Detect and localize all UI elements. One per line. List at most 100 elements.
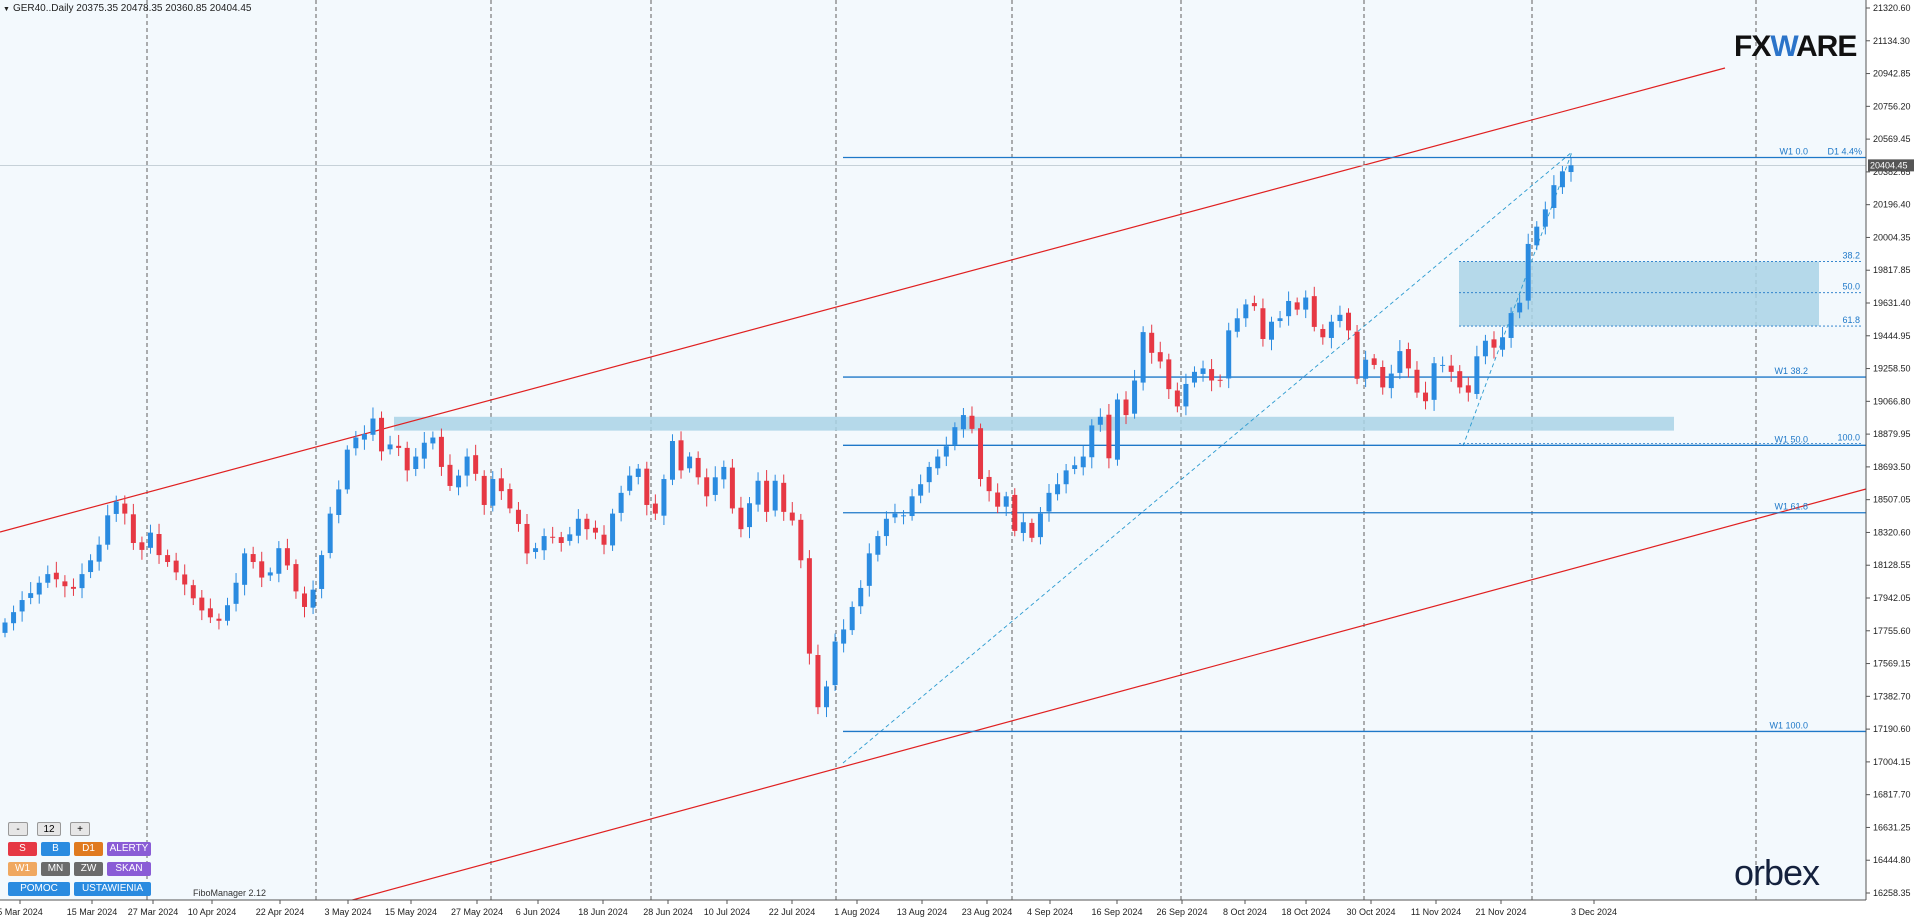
candle-body <box>207 608 213 618</box>
retracement-level-label: 61.8 <box>1842 315 1860 325</box>
candle-body <box>995 492 1001 507</box>
candle-body <box>267 572 273 576</box>
candle-body <box>935 456 941 469</box>
period-value[interactable]: 12 <box>37 822 61 836</box>
candle-body <box>1183 383 1189 407</box>
candle-body <box>319 555 325 589</box>
time-tick-label: 28 Jun 2024 <box>643 907 693 917</box>
collapse-arrow-icon[interactable]: ▼ <box>3 6 10 13</box>
candle-body <box>447 464 453 486</box>
decrease-button[interactable]: - <box>8 822 28 836</box>
price-tick-label: 20196.40 <box>1873 200 1911 210</box>
candle-body <box>36 582 42 595</box>
candle-body <box>832 641 838 686</box>
candle-body <box>404 447 410 471</box>
candle-body <box>113 501 119 514</box>
candle-body <box>1551 185 1557 208</box>
support-zone <box>394 416 1674 431</box>
time-axis-background <box>0 900 1916 922</box>
candle-body <box>1191 371 1197 383</box>
time-tick-label: 18 Oct 2024 <box>1281 907 1330 917</box>
price-tick-label: 19631.40 <box>1873 298 1911 308</box>
price-tick-label: 20942.85 <box>1873 69 1911 79</box>
candle-body <box>1568 165 1574 173</box>
candle-body <box>1080 456 1086 468</box>
candle-body <box>1491 339 1497 348</box>
candle-body <box>1089 425 1095 458</box>
help-button[interactable]: POMOC <box>8 882 70 896</box>
candle-body <box>721 466 727 480</box>
buy-button[interactable]: B <box>41 842 70 856</box>
candle-body <box>1500 337 1506 350</box>
time-tick-label: 13 Aug 2024 <box>897 907 948 917</box>
candle-body <box>866 553 872 586</box>
candle-body <box>550 536 556 538</box>
candle-body <box>105 515 111 545</box>
price-tick-label: 19817.85 <box>1873 265 1911 275</box>
price-tick-label: 17569.15 <box>1873 659 1911 669</box>
candle-body <box>507 489 513 509</box>
candle-body <box>190 585 196 599</box>
timeframe-d1-button[interactable]: D1 <box>74 842 103 856</box>
candle-body <box>147 532 153 548</box>
candle-body <box>336 489 342 515</box>
candle-body <box>1440 364 1446 366</box>
candle-body <box>1328 321 1334 338</box>
candle-body <box>490 479 496 506</box>
candle-body <box>798 519 804 561</box>
candle-body <box>70 586 76 589</box>
candle-body <box>918 484 924 496</box>
time-tick-label: 16 Sep 2024 <box>1091 907 1142 917</box>
candle-body <box>1414 369 1420 393</box>
candle-body <box>678 440 684 471</box>
scan-button[interactable]: SKAN <box>107 862 151 876</box>
candle-body <box>1474 356 1480 394</box>
timeframe-w1-button[interactable]: W1 <box>8 862 37 876</box>
candle-body <box>62 581 68 587</box>
candle-body <box>635 468 641 477</box>
candle-body <box>584 518 590 530</box>
price-tick-label: 20569.45 <box>1873 134 1911 144</box>
price-tick-label: 16258.35 <box>1873 888 1911 898</box>
settings-button[interactable]: USTAWIENIA <box>74 882 151 896</box>
candle-body <box>387 444 393 450</box>
candle-body <box>96 544 102 562</box>
candle-body <box>156 534 162 556</box>
candle-body <box>1277 318 1283 322</box>
candle-body <box>464 456 470 476</box>
candle-body <box>2 622 8 633</box>
time-tick-label: 3 Dec 2024 <box>1571 907 1617 917</box>
time-tick-label: 27 May 2024 <box>451 907 503 917</box>
candle-body <box>421 442 427 459</box>
candle-body <box>1209 369 1215 381</box>
candle-body <box>19 600 25 612</box>
candle-body <box>1465 385 1471 393</box>
candle-body <box>781 482 787 512</box>
timeframe-mn-button[interactable]: MN <box>41 862 70 876</box>
candle-body <box>909 496 915 517</box>
candle-body <box>1243 304 1249 319</box>
price-tick-label: 17004.15 <box>1873 757 1911 767</box>
candle-body <box>438 436 444 467</box>
candle-body <box>849 606 855 631</box>
price-tick-label: 21134.30 <box>1873 36 1910 46</box>
zw-button[interactable]: ZW <box>74 862 103 876</box>
symbol-header: ▼ GER40..Daily 20375.35 20478.35 20360.85… <box>3 3 251 14</box>
alerts-button[interactable]: ALERTY <box>107 842 151 856</box>
price-tick-label: 20756.20 <box>1873 101 1911 111</box>
candle-body <box>644 468 650 505</box>
candle-body <box>1157 352 1163 362</box>
candle-body <box>327 513 333 554</box>
candle-body <box>1217 379 1223 381</box>
candle-body <box>695 457 701 478</box>
candle-body <box>122 503 128 514</box>
candle-body <box>45 574 51 583</box>
candle-body <box>1423 392 1429 402</box>
candle-body <box>173 560 179 573</box>
increase-button[interactable]: + <box>70 822 90 836</box>
sell-button[interactable]: S <box>8 842 37 856</box>
channel-lower-line <box>344 488 1867 903</box>
fib-level-label: W1 38.2 <box>1774 366 1808 376</box>
